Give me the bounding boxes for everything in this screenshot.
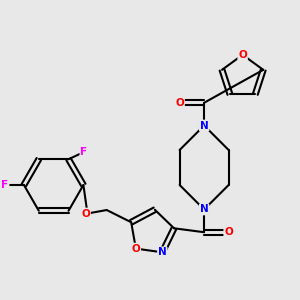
Text: O: O	[175, 98, 184, 108]
Text: F: F	[80, 147, 88, 157]
Text: O: O	[224, 227, 233, 237]
Text: O: O	[238, 50, 247, 60]
Text: O: O	[131, 244, 140, 254]
Text: N: N	[200, 121, 208, 130]
Text: N: N	[158, 247, 167, 257]
Text: F: F	[2, 180, 9, 190]
Text: N: N	[200, 205, 208, 214]
Text: O: O	[81, 208, 90, 218]
